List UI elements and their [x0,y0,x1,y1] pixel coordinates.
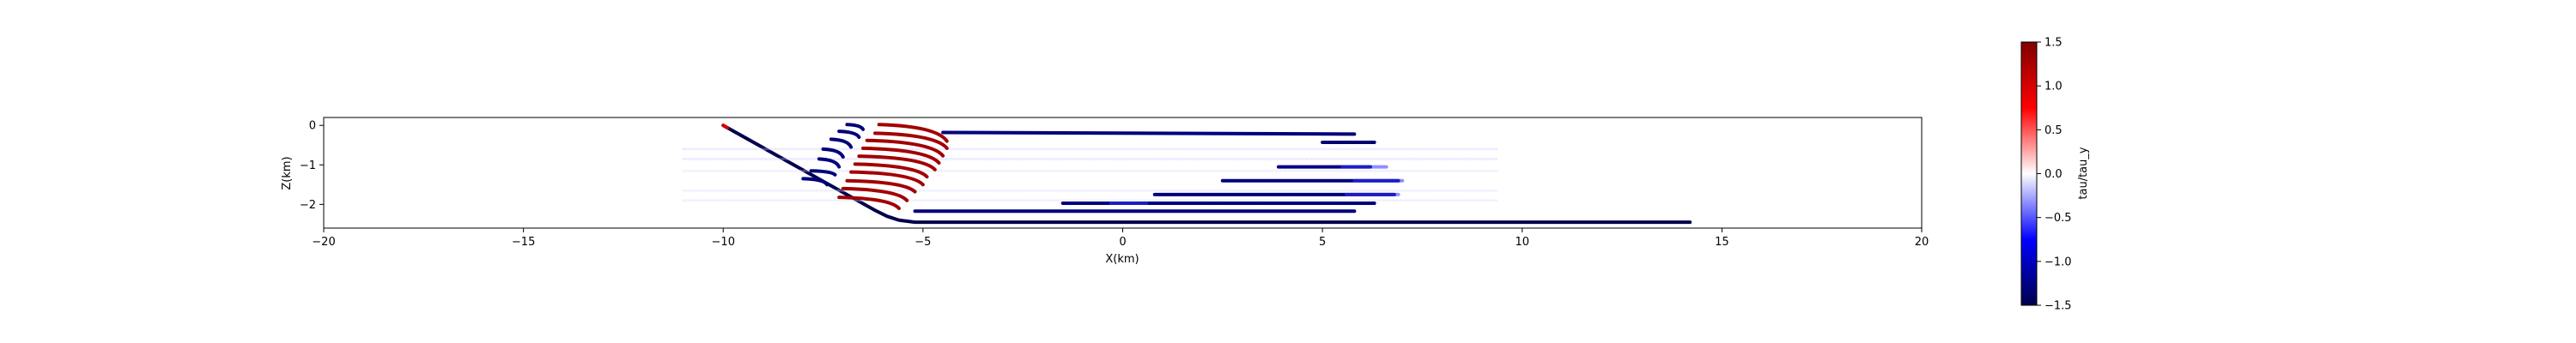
arc-mark-14 [845,123,866,131]
x-tick-label: −10 [712,236,735,249]
x-tick-label: −15 [512,236,535,249]
colorbar-tick-label: 1.0 [2044,81,2063,93]
arc-mark-15 [837,129,861,140]
colorbar-tick-label: −0.5 [2044,212,2072,225]
arc-mark-24 [861,146,941,165]
arc-mark-16 [829,137,854,149]
arc-mark-19 [809,169,837,177]
arc-mark-27 [849,170,925,187]
colorbar-gradient [2020,41,2038,306]
x-axis-ticks: −20 −15 −10 −5 0 5 10 15 20 [312,228,1929,249]
x-tick-label: 0 [1119,236,1126,249]
arc-mark-29 [841,186,909,202]
x-tick-label: 20 [1915,236,1929,249]
fault-mark-1 [721,123,729,129]
x-axis-label: X(km) [1105,253,1139,266]
arc-mark-21 [877,123,949,143]
x-tick-label: 5 [1319,236,1326,249]
arc-mark-23 [865,138,945,158]
plot-area: −20 −15 −10 −5 0 5 10 15 20 0 −1 −2 X(km) Z(km) [281,117,1929,266]
arc-mark-22 [873,131,949,150]
colorbar-ticks: 1.5 1.0 0.5 0.0 −0.5 −1.0 −1.5 [2037,37,2072,313]
x-tick-label: −5 [914,236,931,249]
y-axis-ticks: 0 −1 −2 [300,120,324,212]
x-tick-label: −20 [312,236,335,249]
arc-mark-18 [817,157,841,169]
colorbar-tick-label: 0.5 [2044,124,2063,137]
colorbar-tick-label: 0.0 [2044,168,2063,181]
y-tick-label: 0 [309,120,316,133]
arc-mark-25 [857,154,937,172]
colorbar-tick-label: −1.5 [2044,300,2072,313]
arc-mark-30 [837,196,901,210]
colorbar-tick-label: −1.0 [2044,256,2072,268]
arc-mark-28 [845,178,917,194]
arc-mark-17 [821,147,845,159]
x-tick-label: 10 [1515,236,1529,249]
y-axis-label: Z(km) [281,156,294,190]
x-tick-label: 15 [1715,236,1729,249]
colorbar: 1.5 1.0 0.5 0.0 −0.5 −1.0 −1.5 tau/tau_y [2020,37,2090,313]
y-tick-label: −2 [300,199,316,212]
segment-mark-2 [941,130,1357,136]
arc-mark-20 [801,177,829,187]
data-layer [682,123,1692,225]
colorbar-label: tau/tau_y [2077,147,2090,199]
colorbar-tick-label: 1.5 [2044,37,2063,50]
arc-mark-26 [853,162,929,179]
y-tick-label: −1 [300,159,316,172]
